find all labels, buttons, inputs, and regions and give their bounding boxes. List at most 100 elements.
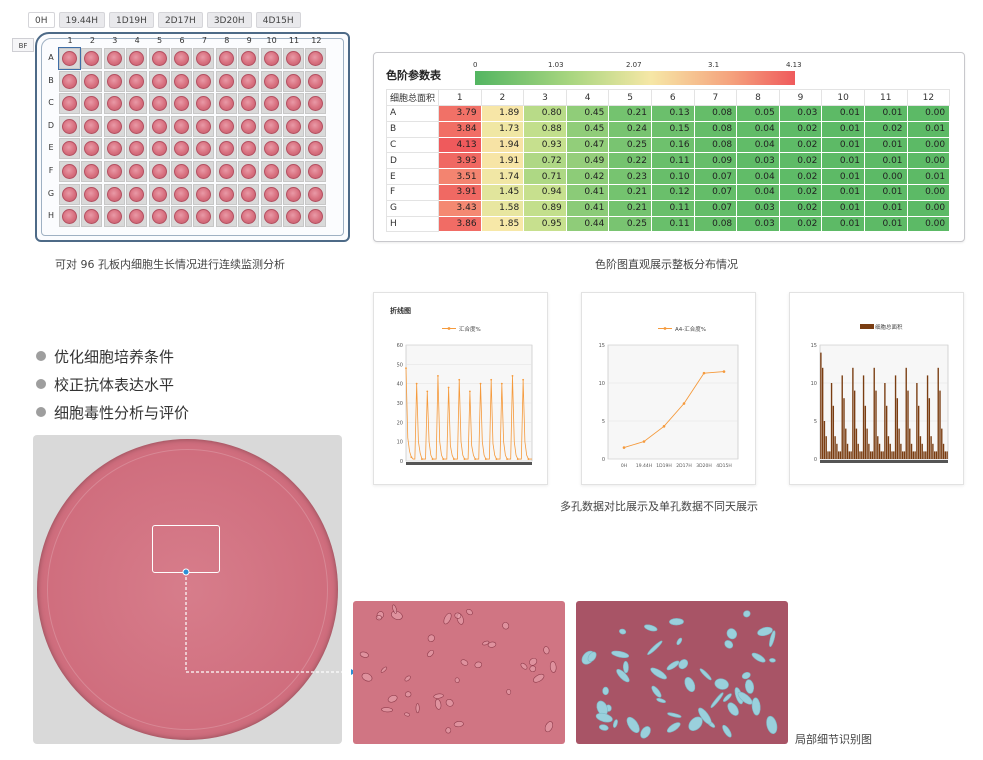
plate-well[interactable] bbox=[103, 161, 125, 182]
plate-well[interactable] bbox=[305, 70, 327, 92]
plate-well[interactable] bbox=[103, 93, 125, 115]
plate-well[interactable] bbox=[215, 115, 237, 137]
plate-well[interactable] bbox=[215, 48, 237, 69]
plate-well[interactable] bbox=[215, 138, 237, 160]
plate-well[interactable] bbox=[148, 115, 170, 137]
plate-well[interactable] bbox=[238, 48, 260, 69]
plate-well[interactable] bbox=[305, 183, 327, 205]
plate-well[interactable] bbox=[238, 161, 260, 182]
plate-well[interactable] bbox=[193, 70, 215, 92]
plate-well[interactable] bbox=[59, 206, 80, 228]
plate-well[interactable] bbox=[260, 138, 282, 160]
time-tab[interactable]: 0H bbox=[28, 12, 55, 28]
plate-well[interactable] bbox=[193, 48, 215, 69]
plate-well[interactable] bbox=[260, 70, 282, 92]
plate-well[interactable] bbox=[148, 206, 170, 228]
time-tab[interactable]: 3D20H bbox=[206, 12, 252, 28]
plate-well[interactable] bbox=[103, 48, 125, 69]
plate-well[interactable] bbox=[59, 183, 80, 205]
plate-well[interactable] bbox=[59, 138, 80, 160]
plate-well[interactable] bbox=[171, 138, 192, 160]
time-tab[interactable]: 19.44H bbox=[58, 12, 106, 28]
plate-well[interactable] bbox=[171, 183, 192, 205]
plate-well[interactable] bbox=[126, 48, 148, 69]
plate-well[interactable] bbox=[283, 138, 304, 160]
time-tab[interactable]: 4D15H bbox=[255, 12, 301, 28]
plate-well[interactable] bbox=[148, 93, 170, 115]
plate-well[interactable] bbox=[126, 115, 148, 137]
bf-toggle[interactable]: BF bbox=[12, 38, 34, 52]
plate-well[interactable] bbox=[59, 161, 80, 182]
plate-well[interactable] bbox=[81, 93, 103, 115]
plate-well[interactable] bbox=[260, 206, 282, 228]
plate-well[interactable] bbox=[238, 183, 260, 205]
plate-well[interactable] bbox=[215, 183, 237, 205]
plate-well[interactable] bbox=[171, 93, 192, 115]
plate-well[interactable] bbox=[148, 70, 170, 92]
plate-well[interactable] bbox=[103, 206, 125, 228]
plate-well[interactable] bbox=[148, 183, 170, 205]
plate-well[interactable] bbox=[193, 138, 215, 160]
plate-well[interactable] bbox=[103, 115, 125, 137]
plate-well[interactable] bbox=[283, 161, 304, 182]
plate-well[interactable] bbox=[81, 138, 103, 160]
plate-well[interactable] bbox=[171, 115, 192, 137]
plate-well[interactable] bbox=[215, 161, 237, 182]
plate-well[interactable] bbox=[260, 161, 282, 182]
plate-well[interactable] bbox=[171, 48, 192, 69]
plate-well[interactable] bbox=[103, 138, 125, 160]
plate-well[interactable] bbox=[126, 93, 148, 115]
plate-well[interactable] bbox=[148, 48, 170, 69]
plate-well[interactable] bbox=[193, 93, 215, 115]
plate-well[interactable] bbox=[305, 161, 327, 182]
plate-well[interactable] bbox=[260, 183, 282, 205]
plate-well[interactable] bbox=[238, 93, 260, 115]
plate-well[interactable] bbox=[283, 183, 304, 205]
plate-well[interactable] bbox=[58, 47, 81, 70]
plate-well[interactable] bbox=[305, 138, 327, 160]
plate-well[interactable] bbox=[238, 138, 260, 160]
plate-well[interactable] bbox=[238, 115, 260, 137]
plate-well[interactable] bbox=[305, 115, 327, 137]
plate-well[interactable] bbox=[283, 115, 304, 137]
plate-well[interactable] bbox=[59, 70, 80, 92]
plate-well[interactable] bbox=[215, 206, 237, 228]
plate-well[interactable] bbox=[171, 161, 192, 182]
plate-well[interactable] bbox=[215, 93, 237, 115]
plate-well[interactable] bbox=[193, 161, 215, 182]
plate-well[interactable] bbox=[148, 161, 170, 182]
plate-well[interactable] bbox=[171, 70, 192, 92]
plate-well[interactable] bbox=[81, 48, 103, 69]
plate-well[interactable] bbox=[81, 161, 103, 182]
plate-well[interactable] bbox=[283, 93, 304, 115]
plate-well[interactable] bbox=[148, 138, 170, 160]
plate-well[interactable] bbox=[81, 206, 103, 228]
time-tab[interactable]: 2D17H bbox=[157, 12, 203, 28]
plate-well[interactable] bbox=[193, 183, 215, 205]
plate-well[interactable] bbox=[126, 161, 148, 182]
plate-well[interactable] bbox=[305, 93, 327, 115]
plate-well[interactable] bbox=[305, 48, 327, 69]
plate-well[interactable] bbox=[59, 93, 80, 115]
plate-well[interactable] bbox=[305, 206, 327, 228]
plate-well[interactable] bbox=[238, 70, 260, 92]
plate-well[interactable] bbox=[283, 48, 304, 69]
plate-well[interactable] bbox=[260, 93, 282, 115]
plate-well[interactable] bbox=[238, 206, 260, 228]
plate-well[interactable] bbox=[81, 115, 103, 137]
plate-well[interactable] bbox=[193, 115, 215, 137]
plate-well[interactable] bbox=[171, 206, 192, 228]
plate-well[interactable] bbox=[103, 70, 125, 92]
plate-well[interactable] bbox=[126, 206, 148, 228]
plate-well[interactable] bbox=[126, 138, 148, 160]
plate-well[interactable] bbox=[81, 70, 103, 92]
plate-well[interactable] bbox=[283, 206, 304, 228]
plate-well[interactable] bbox=[59, 115, 80, 137]
plate-well[interactable] bbox=[260, 115, 282, 137]
plate-well[interactable] bbox=[126, 183, 148, 205]
time-tab[interactable]: 1D19H bbox=[109, 12, 154, 28]
plate-well[interactable] bbox=[283, 70, 304, 92]
plate-well[interactable] bbox=[215, 70, 237, 92]
plate-well[interactable] bbox=[193, 206, 215, 228]
plate-well[interactable] bbox=[103, 183, 125, 205]
